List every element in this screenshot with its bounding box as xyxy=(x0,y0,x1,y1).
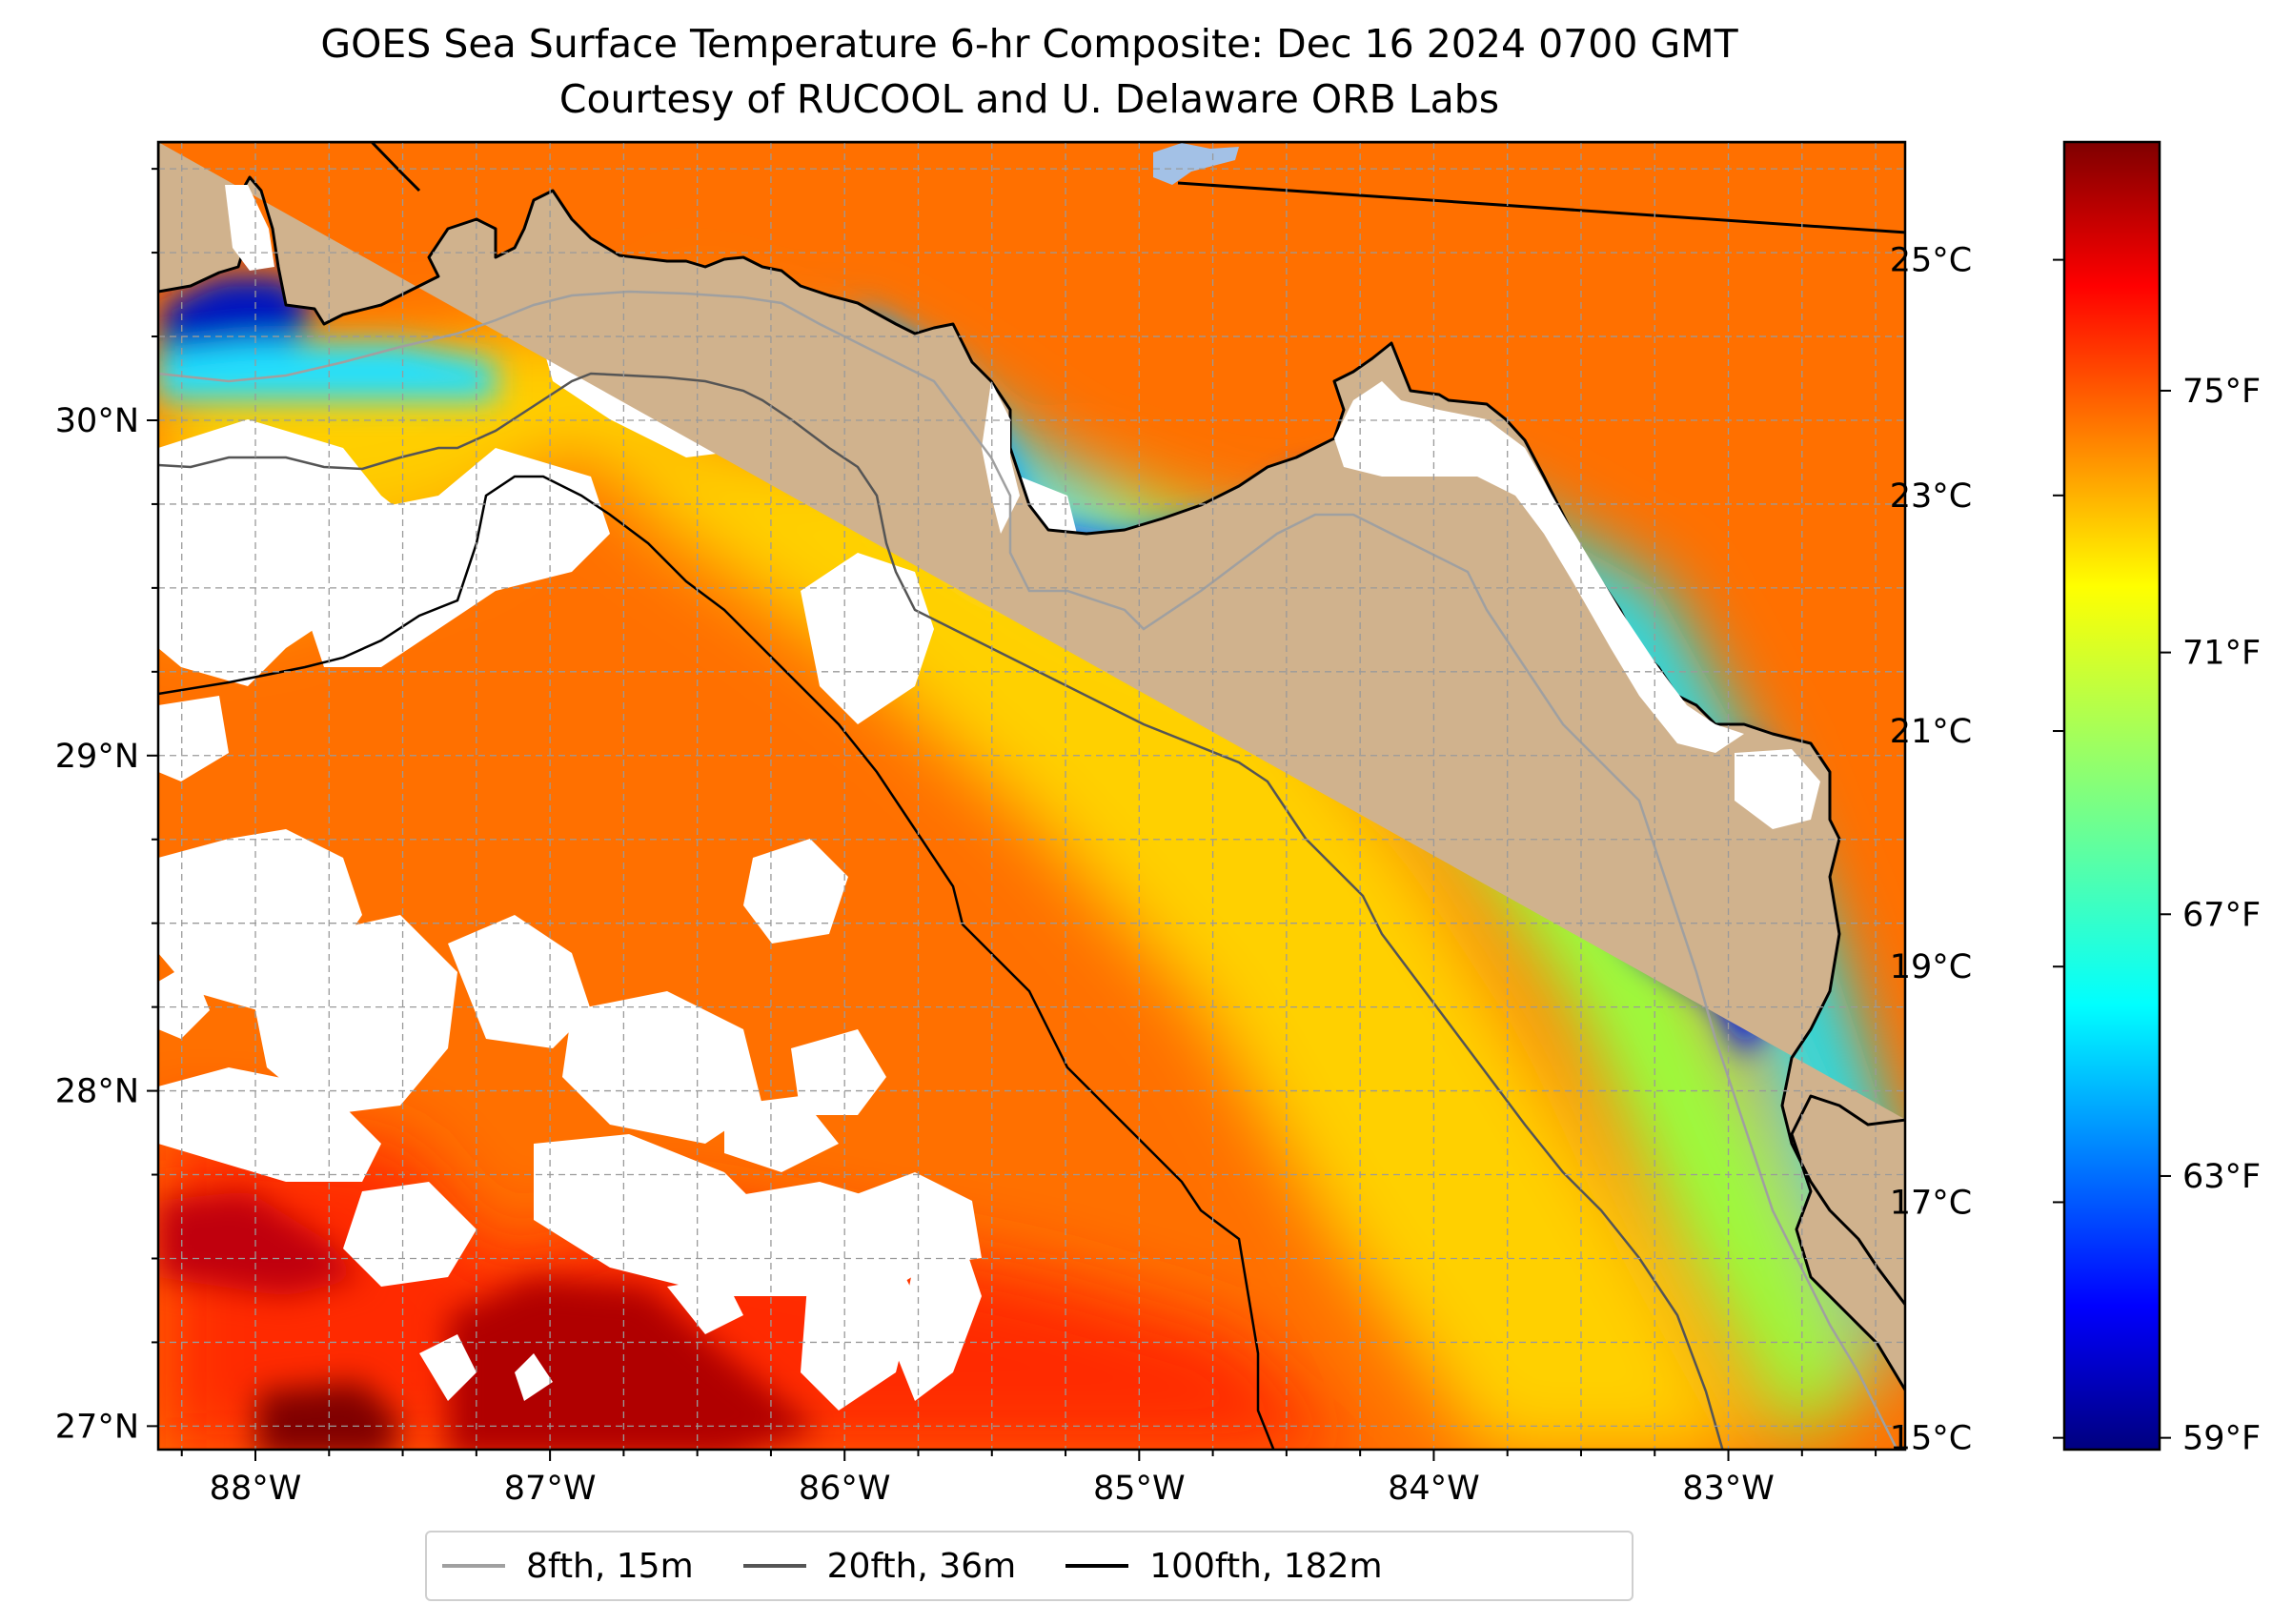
coastal-strip xyxy=(1735,749,1820,829)
coastal-strip xyxy=(1334,381,1744,753)
celsius-tick-label: 23°C xyxy=(1890,477,1972,516)
fahrenheit-tick-label: 75°F xyxy=(2182,373,2261,411)
cloud-patch xyxy=(158,963,210,1039)
lat-tick-label: 27°N xyxy=(55,1408,139,1446)
cloud-patch xyxy=(515,1353,553,1401)
celsius-tick-label: 19°C xyxy=(1890,948,1972,986)
state-border xyxy=(1177,181,1905,234)
legend-swatch-100fth xyxy=(1065,1564,1129,1568)
cloud-patch xyxy=(896,1239,982,1401)
isobath-8fth xyxy=(158,290,1898,1450)
sst-darkred-south xyxy=(448,1277,820,1450)
legend-label-100fth: 100fth, 182m xyxy=(1149,1546,1383,1586)
cloud-patch xyxy=(801,553,934,724)
cloud-patch xyxy=(839,1172,982,1268)
colorbar xyxy=(2062,140,2161,1451)
lat-tick-label: 28°N xyxy=(55,1073,139,1111)
legend-swatch-20fth xyxy=(742,1564,806,1568)
legend-label-20fth: 20fth, 36m xyxy=(826,1546,1017,1586)
lon-tick-label: 86°W xyxy=(799,1470,891,1508)
axes: 88°W 87°W 86°W 85°W 84°W 83°W 27°N 28°N 29°N 30°N xyxy=(55,168,1877,1508)
cloud-patch xyxy=(448,915,591,1048)
sst-darkred-west xyxy=(158,1191,362,1296)
legend: 8fth, 15m 20fth, 36m 100fth, 182m xyxy=(425,1531,1634,1601)
lon-tick-label: 87°W xyxy=(504,1470,597,1508)
gridlines xyxy=(158,142,1905,1450)
map-frame xyxy=(156,140,1907,1451)
cloud-patch xyxy=(801,1239,915,1411)
fahrenheit-tick-label: 59°F xyxy=(2182,1420,2261,1458)
lat-tick-label: 30°N xyxy=(55,402,139,440)
cloud-patch xyxy=(343,1182,477,1287)
fahrenheit-tick-label: 71°F xyxy=(2182,635,2261,673)
map-subtitle: Courtesy of RUCOOL and U. Delaware ORB L… xyxy=(558,76,1500,122)
cloud-patch xyxy=(743,839,848,944)
cloud-patch xyxy=(562,991,762,1144)
fahrenheit-tick-label: 67°F xyxy=(2182,896,2261,934)
cloud-patch xyxy=(791,1029,886,1115)
cloud-patch xyxy=(286,448,610,667)
isobath-100fth xyxy=(158,475,1275,1450)
sst-yellow-band xyxy=(534,400,1750,1450)
fahrenheit-tick-label: 63°F xyxy=(2182,1158,2261,1196)
celsius-tick-label: 25°C xyxy=(1890,242,1972,280)
coastal-strip xyxy=(225,185,274,271)
cloud-patch xyxy=(724,1096,839,1172)
cloud-patch xyxy=(158,1067,381,1182)
celsius-tick-label: 21°C xyxy=(1890,713,1972,751)
lon-tick-label: 88°W xyxy=(210,1470,302,1508)
legend-item-20fth: 20fth, 36m xyxy=(742,1546,1017,1586)
no-data-patches xyxy=(158,305,1830,1411)
cloud-patch xyxy=(419,1334,477,1401)
lon-tick-label: 84°W xyxy=(1388,1470,1480,1508)
lat-tick-label: 29°N xyxy=(55,738,139,776)
colorbar-ticks: 15°C 17°C 19°C 21°C 23°C 25°C 59°F 63°F 67°F 71°F… xyxy=(1890,242,2261,1458)
lon-tick-label: 83°W xyxy=(1682,1470,1775,1508)
legend-item-8fth: 8fth, 15m xyxy=(442,1547,694,1586)
legend-swatch-8fth xyxy=(442,1564,505,1568)
sst-cyan-west-coast xyxy=(158,343,496,400)
cloud-patch xyxy=(248,915,457,1115)
cloud-patch xyxy=(667,1277,743,1334)
legend-item-100fth: 100fth, 182m xyxy=(1065,1546,1383,1586)
celsius-tick-label: 15°C xyxy=(1890,1420,1972,1458)
sst-cyan-band xyxy=(820,315,1905,1391)
lon-tick-label: 85°W xyxy=(1093,1470,1186,1508)
isobath-20fth xyxy=(158,372,1724,1450)
map-title: GOES Sea Surface Temperature 6-hr Compos… xyxy=(320,21,1738,67)
legend-label-8fth: 8fth, 15m xyxy=(526,1546,694,1586)
cloud-patch xyxy=(158,696,229,782)
state-border-west xyxy=(370,142,421,193)
celsius-tick-label: 17°C xyxy=(1890,1184,1972,1222)
sst-mobile-bay-blue xyxy=(162,276,315,362)
lake xyxy=(1153,143,1239,185)
